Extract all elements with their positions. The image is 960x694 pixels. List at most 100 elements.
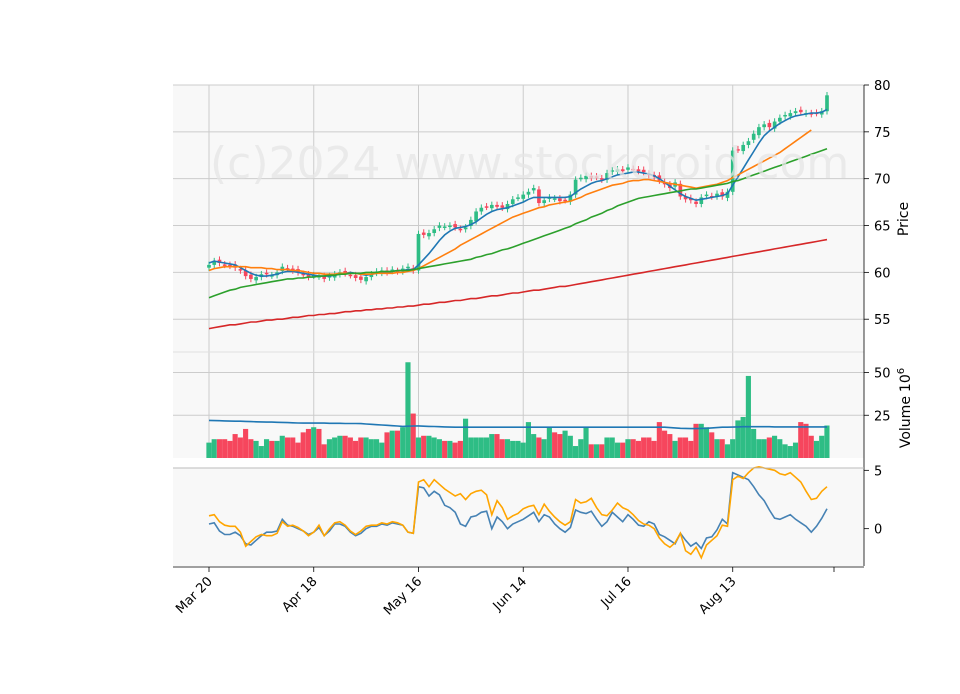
volume-bar	[824, 425, 830, 458]
volume-bar	[541, 439, 547, 458]
volume-bar	[483, 437, 490, 458]
candle-body	[322, 276, 327, 279]
price-tick-label: 80	[874, 79, 891, 94]
volume-bar	[290, 437, 296, 458]
volume-bar	[698, 423, 704, 458]
candle-body	[306, 274, 311, 278]
candle-body	[579, 177, 583, 180]
candle-body	[746, 141, 751, 145]
volume-axis-label: Volume 106	[896, 368, 914, 448]
price-tick-label: 65	[874, 220, 891, 235]
volume-bar	[599, 444, 605, 458]
volume-bar	[646, 437, 652, 458]
candle-body	[725, 191, 730, 198]
oscillator-line	[208, 465, 828, 560]
x-tick-label: Jul 16	[598, 574, 635, 611]
x-tick-label: May 16	[381, 574, 425, 618]
volume-bar	[258, 446, 264, 458]
price-panel	[207, 92, 829, 330]
volume-bar	[798, 422, 804, 458]
volume-bar	[578, 439, 584, 458]
volume-bar	[358, 437, 364, 458]
candle-body	[605, 173, 609, 180]
candle-body	[788, 113, 793, 117]
candle-body	[762, 124, 766, 128]
x-tick-label: Apr 18	[279, 574, 320, 615]
volume-average-line	[208, 419, 827, 430]
volume-bar	[342, 435, 348, 458]
volume-bar	[316, 428, 322, 458]
volume-bar	[525, 422, 531, 458]
volume-axis-exponent: 10	[898, 374, 914, 392]
volume-bar	[332, 437, 338, 458]
candle-body	[243, 270, 248, 277]
candle-body	[359, 276, 363, 280]
volume-bar	[703, 427, 710, 458]
candle-body	[715, 193, 719, 197]
moving-average-line	[208, 108, 828, 277]
candle-body	[767, 122, 772, 128]
price-tick-label: 70	[874, 173, 891, 188]
volume-bar	[368, 439, 374, 458]
volume-bar	[216, 439, 222, 458]
candle-body	[783, 114, 787, 117]
candle-body	[798, 109, 803, 113]
volume-bar	[400, 427, 406, 458]
volume-bar	[604, 437, 610, 458]
volume-bar	[295, 442, 301, 458]
volume-bar	[347, 437, 353, 458]
candle-body	[741, 144, 746, 152]
candle-body	[249, 274, 253, 279]
volume-bar	[651, 440, 657, 458]
volume-bar	[248, 439, 254, 458]
candle-body	[421, 232, 426, 235]
volume-bar	[782, 444, 788, 458]
volume-bar	[274, 440, 280, 458]
volume-bar	[305, 428, 312, 458]
candle-body	[489, 204, 494, 209]
candle-body	[558, 198, 562, 202]
candle-body	[301, 273, 306, 276]
volume-bar	[672, 440, 678, 458]
volume-bar	[222, 439, 228, 458]
price-axis-label: Price	[896, 202, 912, 236]
volume-bar	[300, 432, 306, 458]
volume-bar	[819, 435, 825, 458]
candle-body	[427, 233, 431, 237]
volume-bar	[808, 435, 814, 458]
volume-bar	[321, 444, 327, 458]
candle-body	[254, 277, 258, 281]
candle-body	[615, 169, 620, 172]
candle-body	[348, 274, 353, 277]
volume-bar	[206, 442, 212, 458]
candle-body	[207, 264, 211, 268]
volume-bar	[243, 428, 249, 458]
candle-body	[353, 275, 358, 278]
volume-bar	[667, 434, 673, 458]
candle-body	[228, 264, 232, 267]
volume-bar	[777, 439, 783, 458]
watermark-text: (c)2024 www.stockdroid.com	[210, 138, 849, 189]
volume-bar	[379, 442, 385, 458]
candle-body	[484, 206, 489, 208]
oscillator-tick-label: 0	[874, 523, 882, 538]
price-panel-background	[173, 85, 864, 352]
moving-average-line	[208, 129, 812, 275]
candle-body	[599, 178, 604, 180]
volume-bar	[724, 444, 731, 458]
candle-body	[694, 201, 698, 204]
candle-body	[458, 228, 463, 231]
candle-body	[343, 270, 348, 274]
volume-bar	[630, 439, 636, 458]
volume-bar	[311, 427, 317, 458]
volume-bar	[740, 416, 746, 458]
oscillator-panel-background	[173, 468, 864, 566]
oscillator-tick-label: 5	[874, 464, 882, 479]
volume-bar	[572, 446, 579, 458]
candle-body	[238, 269, 243, 271]
volume-bar	[227, 440, 233, 458]
volume-bar	[536, 437, 542, 458]
candle-body	[757, 127, 761, 136]
candle-body	[390, 269, 395, 272]
candle-body	[505, 203, 510, 210]
